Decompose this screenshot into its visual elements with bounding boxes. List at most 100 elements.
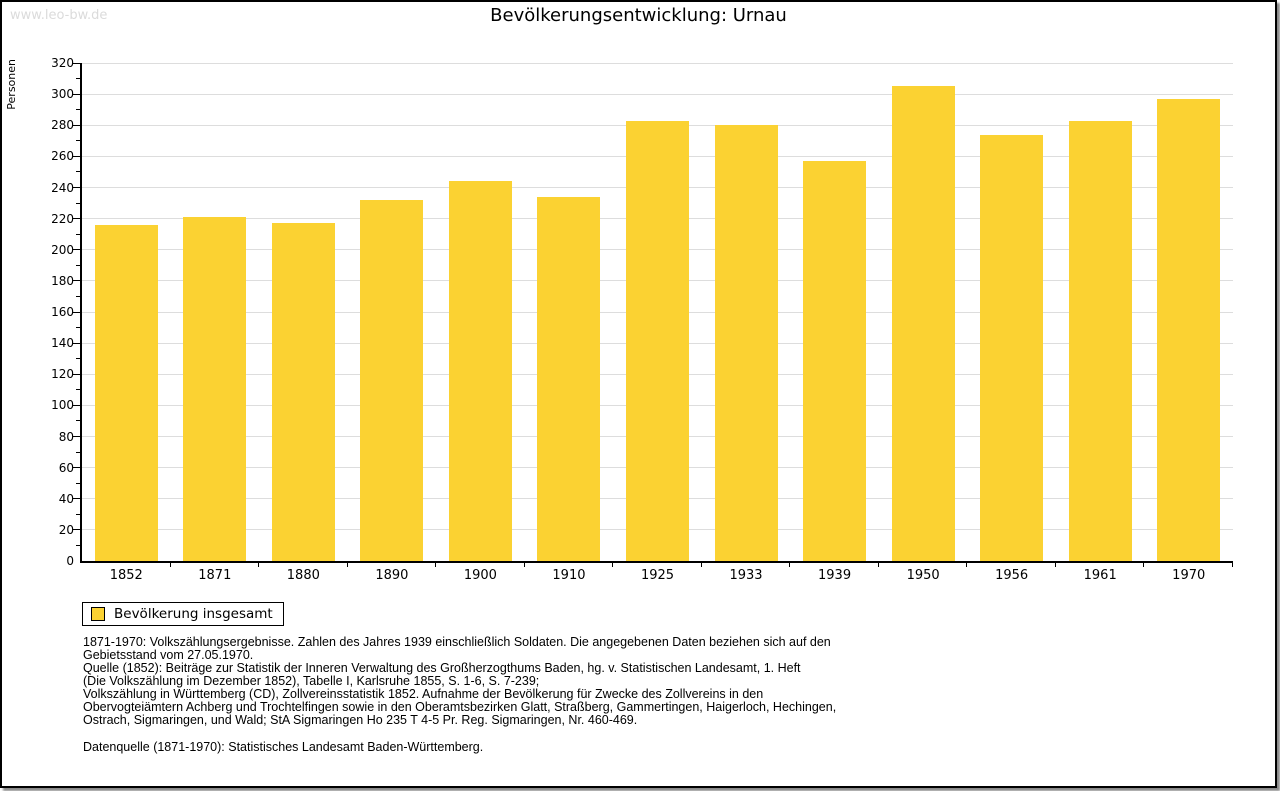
y-major-tick bbox=[73, 249, 80, 251]
x-tick bbox=[346, 563, 348, 567]
bar bbox=[714, 125, 778, 561]
bar bbox=[448, 181, 512, 561]
x-axis-label: 1852 bbox=[109, 568, 143, 583]
y-major-tick bbox=[73, 187, 80, 188]
legend-swatch-icon bbox=[91, 607, 105, 621]
bar bbox=[537, 196, 601, 561]
y-minor-tick bbox=[76, 420, 80, 422]
y-tick-label: 140 bbox=[51, 336, 74, 351]
x-tick bbox=[1054, 563, 1056, 567]
y-major-tick bbox=[73, 342, 80, 344]
x-axis-label: 1880 bbox=[286, 568, 320, 583]
legend-label: Bevölkerung insgesamt bbox=[114, 606, 273, 622]
y-major-tick bbox=[73, 529, 80, 531]
y-tick-label: 220 bbox=[51, 211, 74, 226]
bar bbox=[183, 217, 247, 561]
x-axis-label: 1925 bbox=[640, 568, 675, 583]
x-tick bbox=[789, 563, 791, 567]
y-minor-tick bbox=[76, 109, 80, 111]
y-major-tick bbox=[73, 436, 80, 437]
y-minor-tick bbox=[76, 233, 80, 235]
datasource-line: Datenquelle (1871-1970): Statistisches L… bbox=[83, 740, 484, 754]
x-tick bbox=[258, 563, 260, 567]
x-axis-label: 1890 bbox=[375, 568, 409, 583]
y-minor-tick bbox=[76, 140, 80, 142]
y-major-tick bbox=[73, 124, 80, 126]
x-axis-label: 1939 bbox=[818, 568, 852, 583]
gridline bbox=[82, 62, 1233, 64]
gridline bbox=[82, 93, 1233, 95]
bar bbox=[626, 120, 689, 561]
x-axis-label: 1961 bbox=[1083, 568, 1117, 583]
y-axis-line bbox=[80, 63, 82, 563]
y-minor-tick bbox=[76, 451, 80, 453]
y-major-tick bbox=[73, 155, 80, 157]
x-axis-line bbox=[80, 561, 1233, 563]
bar bbox=[1068, 120, 1132, 561]
footnote-line: Gebietsstand vom 27.05.1970. bbox=[83, 648, 254, 662]
footnote-lines: 1871-1970: Volkszählungsergebnisse. Zahl… bbox=[83, 636, 836, 727]
x-axis-label: 1956 bbox=[995, 568, 1029, 583]
x-tick bbox=[700, 563, 702, 567]
y-major-tick bbox=[73, 280, 80, 282]
y-major-tick bbox=[73, 311, 80, 313]
y-major-tick bbox=[73, 93, 80, 95]
y-major-tick bbox=[73, 498, 80, 500]
y-tick-label: 240 bbox=[51, 180, 74, 195]
y-tick-label: 20 bbox=[58, 522, 74, 537]
bar bbox=[271, 223, 335, 561]
x-tick bbox=[1232, 563, 1233, 567]
y-major-tick bbox=[73, 467, 80, 469]
y-tick-label: 300 bbox=[51, 87, 74, 102]
y-minor-tick bbox=[76, 202, 80, 204]
y-minor-tick bbox=[76, 78, 80, 80]
bar bbox=[803, 161, 867, 561]
footnote-line: 1871-1970: Volkszählungsergebnisse. Zahl… bbox=[83, 635, 831, 649]
footnote-line: Volkszählung in Württemberg (CD), Zollve… bbox=[83, 687, 764, 701]
x-axis-label: 1970 bbox=[1172, 568, 1206, 583]
y-minor-tick bbox=[76, 171, 80, 173]
bar bbox=[980, 134, 1044, 561]
footnote-line: Quelle (1852): Beiträge zur Statistik de… bbox=[83, 661, 801, 675]
x-tick bbox=[612, 563, 614, 567]
y-tick-label: 60 bbox=[58, 460, 74, 475]
x-tick bbox=[877, 563, 879, 567]
footnote-line: Ostrach, Sigmaringen, und Wald; StA Sigm… bbox=[83, 713, 638, 727]
bar bbox=[360, 199, 424, 561]
x-tick bbox=[435, 563, 437, 567]
watermark: www.leo-bw.de bbox=[10, 8, 108, 23]
x-tick bbox=[966, 563, 968, 567]
y-major-tick bbox=[73, 218, 80, 220]
x-tick bbox=[169, 563, 171, 567]
x-tick bbox=[523, 563, 525, 567]
y-tick-label: 0 bbox=[66, 554, 74, 568]
bar bbox=[891, 86, 955, 561]
y-major-tick bbox=[73, 62, 80, 64]
y-tick-label: 40 bbox=[58, 491, 74, 506]
x-axis-label: 1900 bbox=[463, 568, 497, 583]
y-tick-label: 180 bbox=[51, 273, 74, 288]
y-tick-label: 120 bbox=[51, 367, 74, 382]
footnote-line: (Die Volkszählung im Dezember 1852), Tab… bbox=[83, 674, 540, 688]
x-tick bbox=[1143, 563, 1145, 567]
y-minor-tick bbox=[76, 513, 80, 515]
y-axis-title: Personen bbox=[5, 59, 18, 110]
y-major-tick bbox=[73, 404, 80, 406]
y-tick-label: 260 bbox=[51, 149, 74, 164]
y-minor-tick bbox=[76, 482, 80, 484]
x-axis-label: 1910 bbox=[552, 568, 586, 583]
y-tick-label: 320 bbox=[51, 56, 74, 70]
y-tick-label: 100 bbox=[51, 398, 74, 413]
footnotes: 1871-1970: Volkszählungsergebnisse. Zahl… bbox=[83, 636, 836, 754]
y-minor-tick bbox=[76, 327, 80, 329]
y-minor-tick bbox=[76, 358, 80, 360]
y-minor-tick bbox=[76, 389, 80, 391]
y-tick-label: 80 bbox=[58, 429, 74, 444]
y-tick-label: 200 bbox=[51, 242, 74, 257]
y-major-tick bbox=[73, 373, 80, 375]
bar bbox=[1157, 98, 1221, 561]
chart-title: Bevölkerungsentwicklung: Urnau bbox=[490, 5, 787, 26]
x-axis-label: 1950 bbox=[906, 568, 940, 583]
plot-area: 0 20 40 60 80 100 120 140 160 180 200 220 240 260 280 3… bbox=[51, 56, 1233, 583]
